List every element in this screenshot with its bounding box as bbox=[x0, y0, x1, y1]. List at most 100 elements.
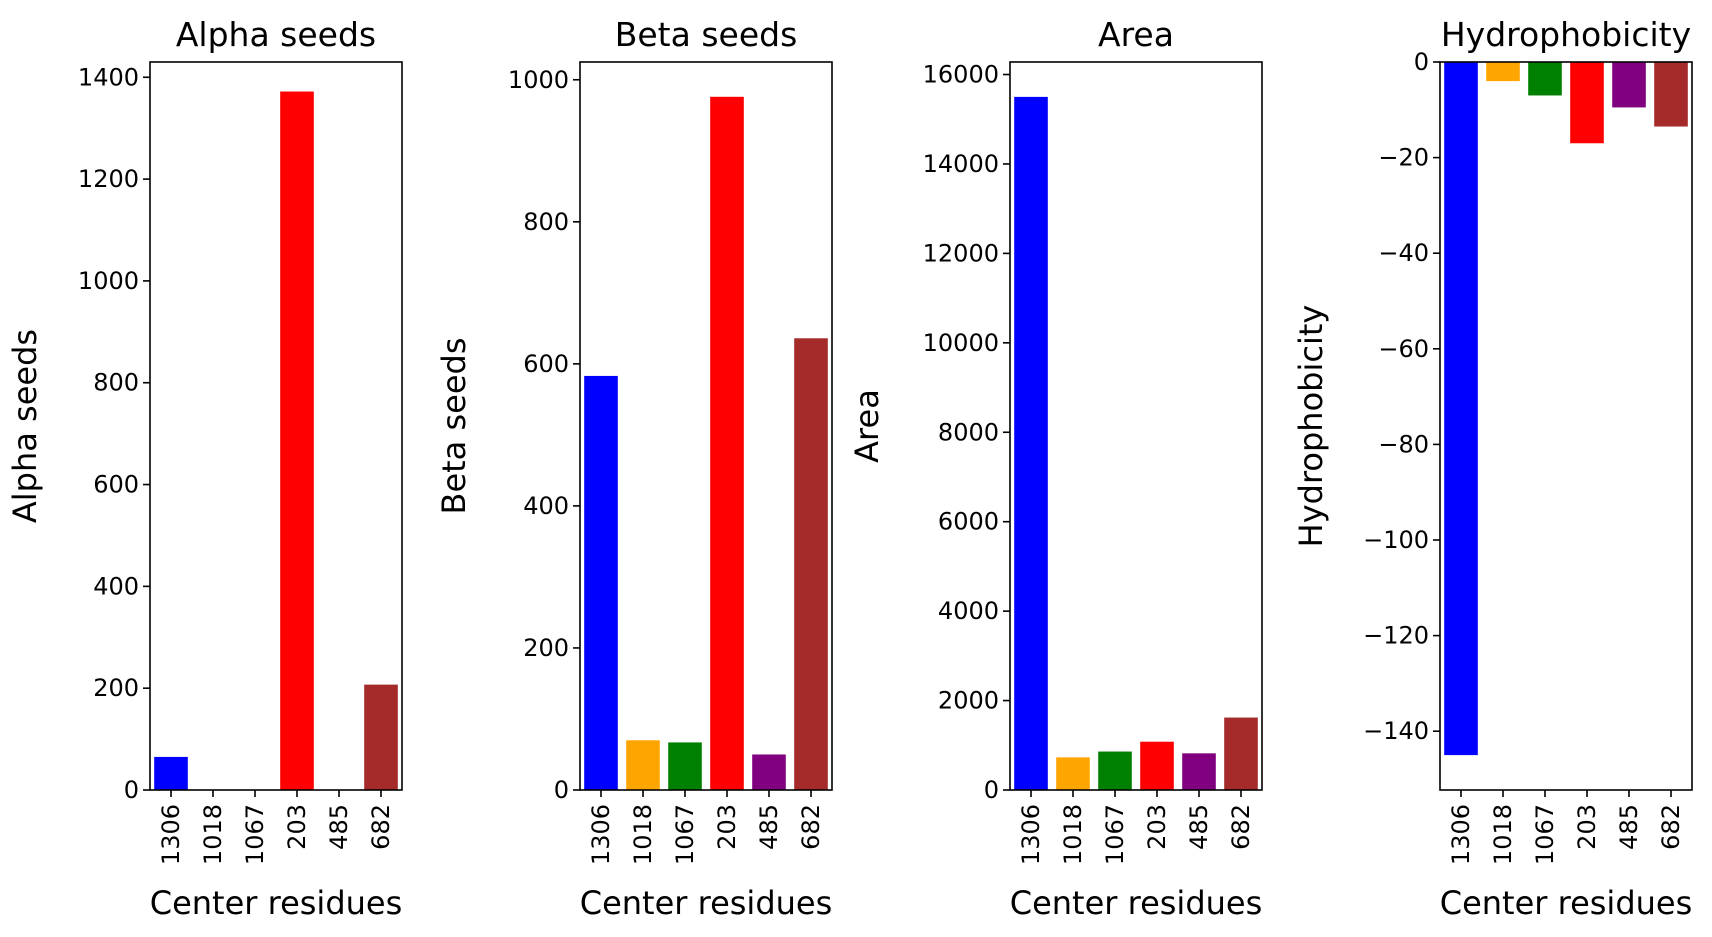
bars bbox=[154, 91, 398, 790]
x-tick-label: 1067 bbox=[1531, 804, 1559, 865]
y-tick-label: 8000 bbox=[938, 418, 999, 446]
x-tick-label: 485 bbox=[1185, 804, 1213, 850]
bar-1306 bbox=[1444, 62, 1478, 756]
plot-frame bbox=[1439, 61, 1693, 791]
y-axis-label: Hydrophobicity bbox=[1292, 305, 1330, 548]
panel-title: Hydrophobicity bbox=[1441, 15, 1691, 54]
x-tick-label: 1306 bbox=[157, 804, 185, 865]
x-tick-label: 1018 bbox=[1489, 804, 1517, 865]
y-axis-label: Area bbox=[848, 389, 886, 463]
bar-485 bbox=[752, 754, 786, 790]
y-tick-label: 400 bbox=[93, 572, 139, 600]
bar-1306 bbox=[584, 375, 618, 790]
y-tick-label: 12000 bbox=[923, 239, 999, 267]
x-ticks: 1306 1018 1067 203 485 682 bbox=[1447, 790, 1685, 865]
bars bbox=[1014, 96, 1258, 790]
x-tick-label: 682 bbox=[367, 804, 395, 850]
x-axis-label: Center residues bbox=[1440, 884, 1693, 922]
x-tick-label: 485 bbox=[755, 804, 783, 850]
bar-682 bbox=[1654, 62, 1688, 127]
y-tick-label: 1200 bbox=[78, 165, 139, 193]
plot-frame bbox=[579, 61, 833, 791]
y-tick-label: 6000 bbox=[938, 508, 999, 536]
x-tick-label: 1306 bbox=[587, 804, 615, 865]
x-tick-label: 1067 bbox=[241, 804, 269, 865]
panel-title: Area bbox=[1098, 15, 1174, 54]
y-tick-label: 0 bbox=[1414, 48, 1429, 76]
y-tick-label: 0 bbox=[124, 776, 139, 804]
y-tick-label: 4000 bbox=[938, 597, 999, 625]
y-tick-label: 1400 bbox=[78, 63, 139, 91]
bar-203 bbox=[1570, 62, 1604, 144]
x-tick-label: 682 bbox=[797, 804, 825, 850]
y-tick-label: −20 bbox=[1378, 144, 1429, 172]
x-tick-label: 203 bbox=[713, 804, 741, 850]
bar-682 bbox=[794, 338, 828, 790]
bar-203 bbox=[1140, 741, 1174, 790]
x-tick-label: 682 bbox=[1657, 804, 1685, 850]
area-panel: Area Area Center residues 0 2000 4000 6000 8… bbox=[848, 15, 1263, 922]
y-tick-label: 10000 bbox=[923, 329, 999, 357]
y-ticks: 0 2000 4000 6000 8000 10000 12000 14000 16000 bbox=[923, 61, 1010, 804]
x-axis-label: Center residues bbox=[1010, 884, 1263, 922]
y-tick-label: 800 bbox=[93, 369, 139, 397]
x-tick-label: 682 bbox=[1227, 804, 1255, 850]
y-axis-label: Alpha seeds bbox=[6, 329, 44, 523]
bars bbox=[584, 96, 828, 791]
x-tick-label: 1018 bbox=[629, 804, 657, 865]
x-tick-label: 485 bbox=[325, 804, 353, 850]
y-tick-label: 0 bbox=[984, 776, 999, 804]
bar-203 bbox=[710, 96, 744, 791]
beta-seeds-panel: Beta seeds Beta seeds Center residues 0 2… bbox=[435, 15, 833, 922]
plot-frame bbox=[1009, 61, 1263, 791]
x-tick-label: 203 bbox=[1573, 804, 1601, 850]
x-tick-label: 1067 bbox=[1101, 804, 1129, 865]
bar-682 bbox=[1224, 717, 1258, 790]
x-tick-label: 1018 bbox=[199, 804, 227, 865]
y-tick-label: −100 bbox=[1363, 526, 1429, 554]
y-tick-label: −120 bbox=[1363, 622, 1429, 650]
bar-1067 bbox=[1528, 62, 1562, 96]
bar-485 bbox=[1182, 753, 1216, 790]
y-tick-label: 2000 bbox=[938, 687, 999, 715]
x-tick-label: 485 bbox=[1615, 804, 1643, 850]
y-ticks: 0 −20 −40 −60 −80 −100 −120 −140 bbox=[1363, 48, 1440, 745]
y-axis-label: Beta seeds bbox=[435, 338, 473, 515]
bar-1067 bbox=[1098, 751, 1132, 790]
y-ticks: 0 200 400 600 800 1000 1200 1400 bbox=[78, 63, 150, 804]
y-tick-label: 600 bbox=[93, 471, 139, 499]
y-tick-label: 200 bbox=[93, 674, 139, 702]
y-tick-label: 0 bbox=[554, 776, 569, 804]
x-ticks: 1306 1018 1067 203 485 682 bbox=[587, 790, 825, 865]
y-tick-label: 200 bbox=[523, 634, 569, 662]
bar-1018 bbox=[1056, 757, 1090, 790]
y-tick-label: 1000 bbox=[508, 66, 569, 94]
bar-1018 bbox=[626, 740, 660, 790]
x-tick-label: 1306 bbox=[1447, 804, 1475, 865]
y-tick-label: −80 bbox=[1378, 430, 1429, 458]
panel-title: Alpha seeds bbox=[176, 15, 376, 54]
bar-682 bbox=[364, 684, 398, 790]
bar-1018 bbox=[1486, 62, 1520, 82]
y-tick-label: −140 bbox=[1363, 717, 1429, 745]
x-axis-label: Center residues bbox=[150, 884, 403, 922]
x-tick-label: 203 bbox=[1143, 804, 1171, 850]
x-tick-label: 203 bbox=[283, 804, 311, 850]
y-tick-label: 600 bbox=[523, 350, 569, 378]
x-ticks: 1306 1018 1067 203 485 682 bbox=[1017, 790, 1255, 865]
x-tick-label: 1306 bbox=[1017, 804, 1045, 865]
y-tick-label: 800 bbox=[523, 208, 569, 236]
bar-203 bbox=[280, 91, 314, 790]
panel-title: Beta seeds bbox=[615, 15, 798, 54]
hydrophobicity-panel: Hydrophobicity Hydrophobicity Center res… bbox=[1292, 15, 1693, 922]
bar-1306 bbox=[1014, 96, 1048, 790]
y-tick-label: 16000 bbox=[923, 61, 999, 89]
y-tick-label: −60 bbox=[1378, 335, 1429, 363]
bar-1067 bbox=[668, 742, 702, 790]
y-tick-label: 14000 bbox=[923, 150, 999, 178]
y-ticks: 0 200 400 600 800 1000 bbox=[508, 66, 580, 804]
bar-485 bbox=[1612, 62, 1646, 108]
alpha-seeds-panel: Alpha seeds Alpha seeds Center residues … bbox=[6, 15, 403, 922]
bars bbox=[1444, 62, 1688, 756]
